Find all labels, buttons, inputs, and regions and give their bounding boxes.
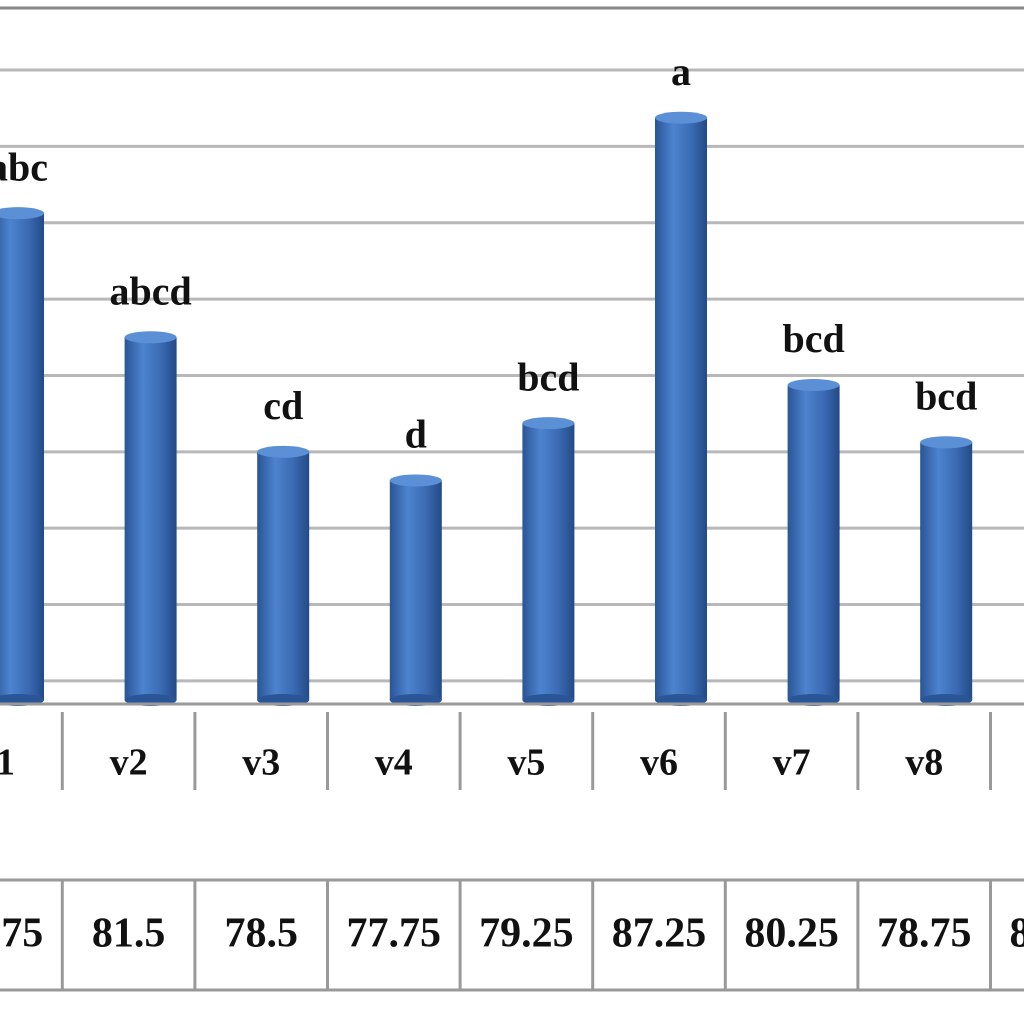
bar-group <box>124 331 177 706</box>
bar <box>522 423 575 700</box>
bar-group <box>257 445 310 706</box>
significance-letter: bcd <box>782 316 844 361</box>
bar-top <box>920 436 973 449</box>
x-tick-label: v3 <box>242 742 280 784</box>
bar <box>655 117 707 700</box>
bar-top <box>522 417 575 430</box>
significance-letter: cd <box>263 383 303 428</box>
table-value: 84.75 <box>0 911 43 957</box>
table-value: 77.75 <box>347 911 442 957</box>
table-value: 79.25 <box>479 911 574 957</box>
significance-letter: abc <box>0 144 48 189</box>
x-tick-label: v1 <box>0 742 15 784</box>
significance-letter: a <box>671 49 691 94</box>
bar <box>920 442 973 700</box>
bar <box>0 213 44 700</box>
bar-top <box>389 474 442 487</box>
bar-top <box>787 379 840 391</box>
bar <box>124 337 177 700</box>
significance-letter: bcd <box>915 373 977 418</box>
x-tick-label: v4 <box>375 742 413 784</box>
x-tick-label: v6 <box>640 742 678 784</box>
significance-letter: abcd <box>109 268 191 313</box>
table-value: 78.75 <box>877 911 972 957</box>
bar-group <box>0 207 44 706</box>
bar-group <box>522 417 575 706</box>
bar-top <box>124 331 177 344</box>
bar-group <box>655 111 707 706</box>
bar-top <box>257 445 310 458</box>
table-value: 78.5 <box>224 911 298 957</box>
table-value: 81.5 <box>92 911 166 957</box>
table-value: 83.75 <box>1010 911 1024 957</box>
table-value: 87.25 <box>612 911 707 957</box>
bar-top <box>0 207 44 220</box>
bar-top <box>655 111 707 124</box>
bar <box>257 451 310 700</box>
data-table: v1 84.75 v2 81.5 v3 78.5 v4 77.75 v5 79.25 v6 87.25… <box>0 702 1024 992</box>
x-tick-label: v2 <box>110 742 148 784</box>
significance-letter: bcd <box>517 354 579 399</box>
x-tick-label: v7 <box>773 742 811 784</box>
x-tick-label: v5 <box>507 742 545 784</box>
significance-letter: d <box>405 412 427 457</box>
table-value: 80.25 <box>744 911 839 957</box>
x-tick-label: v8 <box>905 742 943 784</box>
bar-group <box>389 474 442 706</box>
bar-group <box>787 379 840 706</box>
bar <box>389 480 442 700</box>
bar <box>787 385 840 700</box>
bar-group <box>920 436 973 706</box>
